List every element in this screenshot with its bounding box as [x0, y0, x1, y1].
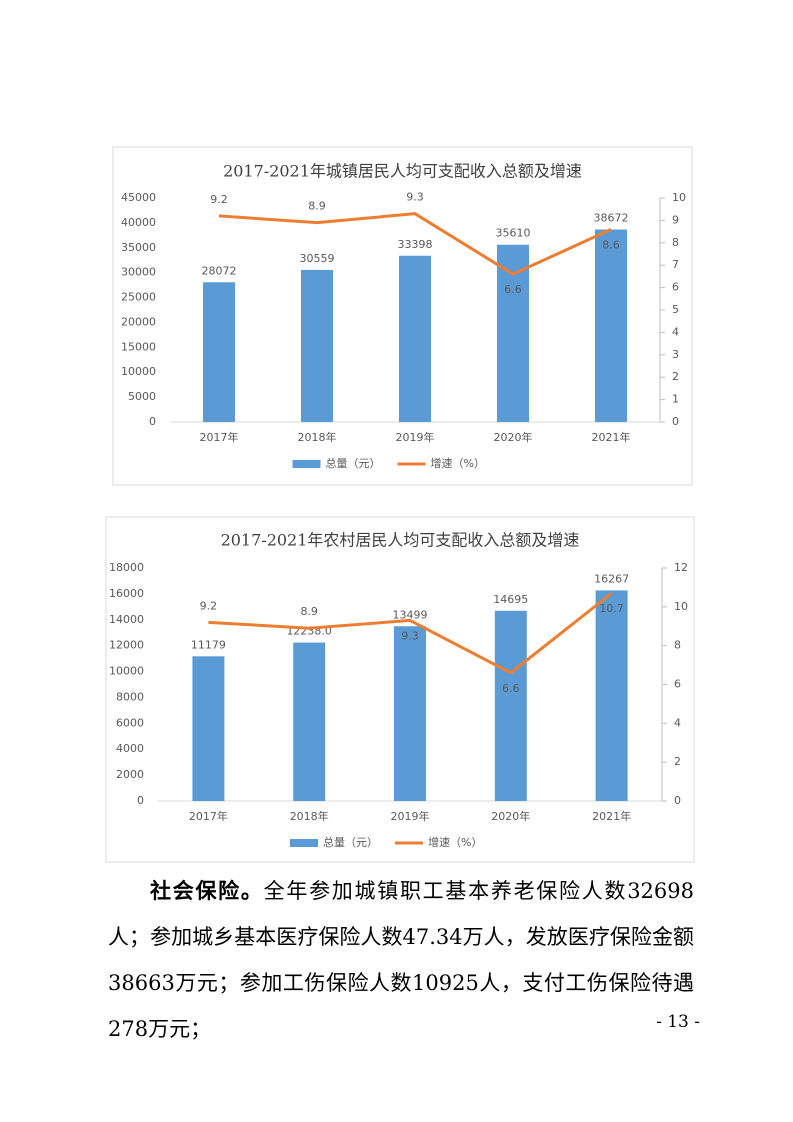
y-tick-label: 10000 [121, 365, 156, 378]
line-value-label: 9.2 [210, 193, 228, 206]
x-tick-label: 2019年 [391, 809, 430, 823]
y-tick-label: 10000 [109, 665, 144, 678]
y-tick-label: 18000 [109, 561, 144, 574]
legend-label: 增速（%） [428, 835, 482, 849]
y2-tick-label: 0 [672, 415, 679, 428]
y-tick-label: 25000 [121, 291, 156, 304]
x-tick-label: 2017年 [189, 809, 228, 823]
legend-label: 总量（元） [326, 456, 381, 470]
legend-label: 增速（%） [431, 456, 485, 470]
line-value-label: 6.6 [504, 283, 522, 296]
x-tick-label: 2020年 [491, 809, 530, 823]
x-tick-label: 2020年 [494, 430, 533, 444]
paragraph: 社会保险。全年参加城镇职工基本养老保险人数32698人；参加城乡基本医疗保险人数… [108, 868, 694, 1052]
y2-tick-label: 1 [672, 393, 679, 406]
y-tick-label: 0 [149, 415, 156, 428]
bar [394, 626, 426, 801]
bar-value-label: 11179 [191, 638, 226, 651]
page-number: - 13 - [656, 1012, 700, 1032]
x-tick-label: 2018年 [298, 430, 337, 444]
body: 全年参加城镇职工基本养老保险人数32698人；参加城乡基本医疗保险人数47.34… [108, 879, 694, 1041]
x-tick-label: 2021年 [592, 430, 631, 444]
bar [192, 656, 225, 801]
bar [595, 590, 628, 801]
bar [399, 255, 431, 422]
line-value-label: 9.2 [200, 599, 218, 612]
bar-value-label: 38672 [594, 211, 629, 224]
x-tick-label: 2019年 [396, 430, 435, 444]
legend-label: 总量（元） [323, 835, 378, 849]
y2-tick-label: 2 [672, 370, 679, 383]
y2-tick-label: 8 [674, 639, 681, 652]
bar [497, 244, 529, 422]
y2-tick-label: 6 [674, 678, 681, 691]
y-tick-label: 2000 [116, 768, 144, 781]
bar [293, 642, 326, 801]
y2-tick-label: 8 [672, 236, 679, 249]
y-tick-label: 16000 [109, 587, 144, 600]
heading: 社会保险。 [150, 878, 264, 903]
bar-value-label: 28072 [202, 264, 237, 277]
y2-tick-label: 3 [672, 348, 679, 361]
x-tick-label: 2018年 [290, 809, 329, 823]
y2-tick-label: 6 [672, 281, 679, 294]
y-tick-label: 8000 [116, 690, 144, 703]
chart-title: 2017-2021年农村居民人均可支配收入总额及增速 [221, 531, 580, 550]
bar-value-label: 30559 [300, 252, 335, 265]
x-tick-label: 2017年 [200, 430, 239, 444]
line-value-label: 8.9 [308, 200, 326, 213]
line-value-label: 6.6 [502, 682, 520, 695]
line [218, 212, 612, 276]
line [208, 592, 613, 675]
bar [203, 282, 235, 422]
y-tick-label: 5000 [128, 390, 156, 403]
y2-tick-label: 7 [672, 258, 679, 271]
y2-tick-label: 12 [674, 561, 688, 574]
bar-value-label: 13499 [393, 608, 428, 621]
bar-value-label: 35610 [496, 227, 531, 240]
bar-value-label: 14695 [493, 593, 528, 606]
bar [301, 269, 333, 422]
y2-tick-label: 9 [672, 213, 679, 226]
bar [494, 610, 527, 801]
y2-tick-label: 10 [674, 600, 688, 613]
line-value-label: 8.9 [300, 605, 318, 618]
legend-swatch [290, 839, 318, 847]
y-tick-label: 4000 [116, 742, 144, 755]
y-tick-label: 20000 [121, 315, 156, 328]
y2-tick-label: 2 [674, 755, 681, 768]
y-tick-label: 14000 [109, 613, 144, 626]
y-tick-label: 15000 [121, 340, 156, 353]
y-tick-label: 35000 [121, 241, 156, 254]
bar [595, 229, 627, 422]
bar-value-label: 16267 [594, 572, 629, 585]
y-tick-label: 30000 [121, 266, 156, 279]
line-value-label: 9.3 [401, 629, 419, 642]
chart-title: 2017-2021年城镇居民人均可支配收入总额及增速 [223, 162, 582, 181]
y-tick-label: 12000 [109, 639, 144, 652]
y2-tick-label: 5 [672, 303, 679, 316]
y2-tick-label: 4 [674, 716, 681, 729]
y-tick-label: 40000 [121, 216, 156, 229]
y-tick-label: 0 [137, 794, 144, 807]
y2-tick-label: 10 [672, 191, 686, 204]
y2-tick-label: 0 [674, 794, 681, 807]
bar-value-label: 33398 [398, 238, 433, 251]
y-tick-label: 6000 [116, 716, 144, 729]
y2-tick-label: 4 [672, 325, 679, 338]
line-value-label: 9.3 [406, 191, 424, 204]
y-tick-label: 45000 [121, 191, 156, 204]
legend-swatch [292, 460, 321, 468]
line-value-label: 10.7 [599, 602, 624, 615]
line-value-label: 8.6 [602, 238, 620, 251]
x-tick-label: 2021年 [592, 809, 631, 823]
